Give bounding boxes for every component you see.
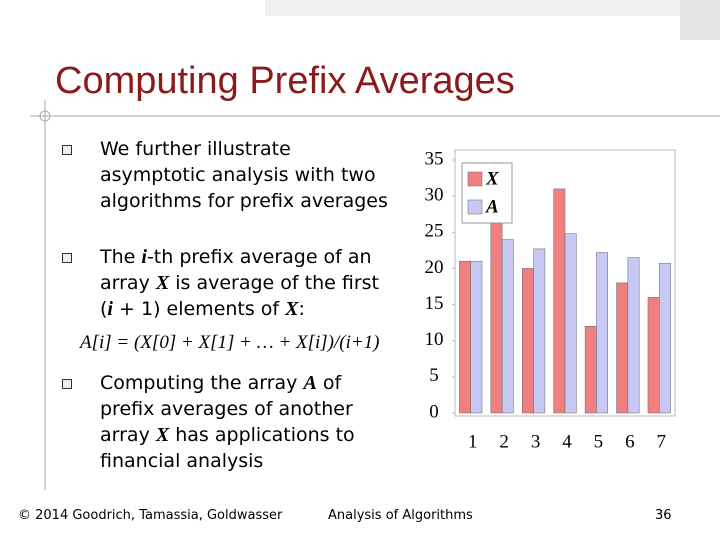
x-tick-label: 5	[594, 431, 604, 452]
text-run: + 1) elements of	[112, 298, 286, 320]
bullet: We further illustrate asymptotic analysi…	[62, 136, 390, 214]
legend-label: A	[485, 196, 499, 217]
bar	[459, 260, 471, 414]
text-run: is average of the first (	[100, 272, 379, 320]
text-run: -th prefix average of an array	[100, 246, 372, 294]
text-run: Computing the array	[100, 372, 304, 394]
x-tick-label: 2	[499, 431, 509, 452]
y-tick-label: 15	[425, 293, 444, 314]
x-tick-label: 4	[562, 431, 572, 452]
y-tick-label: 30	[425, 185, 444, 206]
footer-center: Analysis of Algorithms	[328, 508, 473, 523]
y-tick-label: 20	[425, 257, 444, 278]
slide-title: Computing Prefix Averages	[55, 60, 515, 102]
legend-swatch	[467, 199, 483, 215]
bar	[522, 268, 534, 414]
text-run: The	[100, 246, 142, 268]
text-run: :	[298, 298, 305, 320]
top-band	[265, 0, 720, 16]
bar	[533, 248, 546, 414]
emphasis: i	[141, 246, 147, 268]
bar	[490, 217, 503, 414]
x-tick-label: 7	[657, 431, 667, 452]
x-tick-label: 6	[625, 431, 635, 452]
y-tick-label: 5	[429, 365, 439, 386]
emphasis: X	[285, 298, 299, 320]
y-tick-label: 35	[425, 148, 444, 169]
bar	[553, 188, 566, 414]
bar	[616, 282, 629, 414]
y-tick-label: 10	[425, 329, 444, 350]
emphasis: A	[303, 372, 317, 394]
y-tick-label: 25	[425, 221, 444, 242]
emphasis: i	[107, 298, 113, 320]
text-run: has applications to financial analysis	[100, 424, 355, 472]
bullet: The i-th prefix average of an array X is…	[62, 244, 390, 322]
footer-left: © 2014 Goodrich, Tamassia, Goldwasser	[18, 508, 283, 523]
rule-node	[39, 110, 51, 122]
bar	[584, 326, 597, 414]
bar	[596, 252, 608, 414]
legend-label: X	[485, 168, 500, 189]
x-tick-label: 1	[468, 431, 478, 452]
page-number: 36	[655, 508, 672, 523]
bar	[647, 297, 660, 414]
bar	[470, 260, 483, 414]
x-tick-label: 3	[531, 431, 541, 452]
bar	[564, 233, 577, 414]
legend-swatch	[467, 171, 483, 187]
bar	[659, 263, 671, 414]
bar	[501, 239, 514, 414]
bar	[627, 257, 640, 414]
emphasis: X	[155, 424, 170, 446]
corner-block	[680, 0, 720, 40]
emphasis: X	[155, 272, 170, 294]
bullet: Computing the array A of prefix averages…	[62, 370, 390, 474]
text-run: We further illustrate asymptotic analysi…	[100, 138, 388, 212]
y-tick-label: 0	[429, 401, 439, 422]
text-run: of prefix averages of another array	[100, 372, 353, 446]
formula: A[i] = (X[0] + X[1] + … + X[i])/(i+1)	[80, 332, 380, 353]
